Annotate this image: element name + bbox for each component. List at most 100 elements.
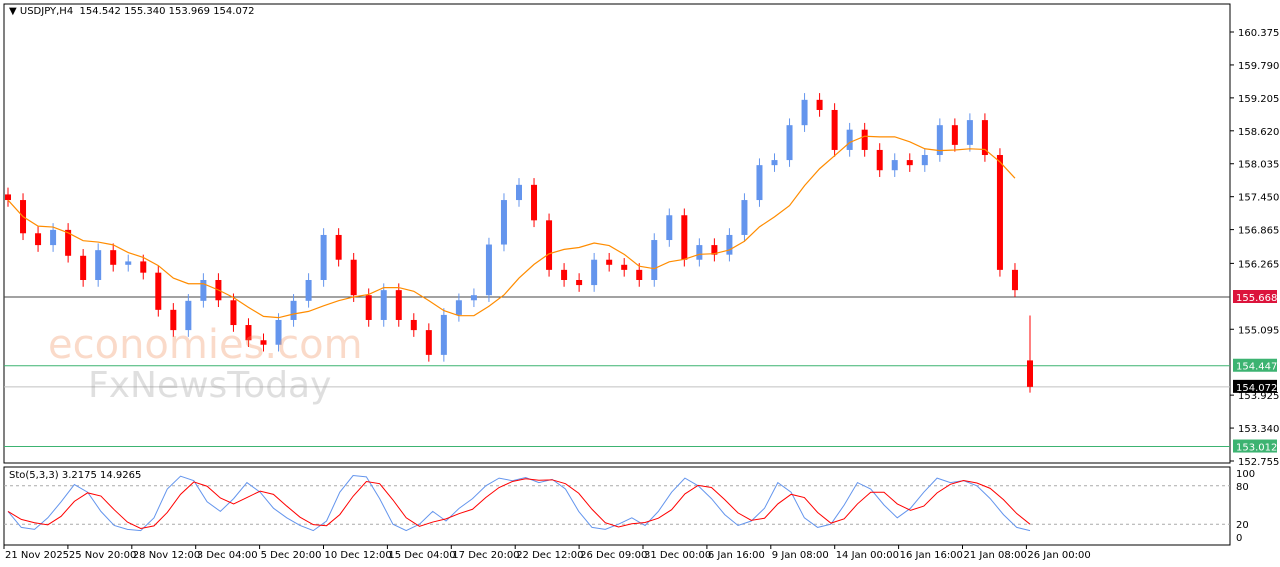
y-tick-label: 157.450 — [1238, 193, 1279, 204]
candle-body — [636, 269, 643, 280]
candle-body — [591, 259, 598, 286]
y-tick-label: 153.925 — [1238, 391, 1279, 402]
candle-body — [275, 319, 282, 345]
y-tick-label: 158.620 — [1238, 127, 1279, 138]
stochastic-d-line — [7, 478, 1031, 529]
symbol-label: USDJPY,H4 — [19, 6, 74, 17]
level-price-tag — [1233, 358, 1277, 372]
candle-body — [756, 165, 763, 201]
candle-body — [951, 125, 958, 145]
level-price-label: 153.012 — [1236, 443, 1277, 454]
candle-body — [741, 200, 748, 235]
candle-body — [861, 129, 868, 150]
candle-body — [966, 120, 973, 145]
candle-body — [155, 272, 162, 310]
x-tick-label: 9 Jan 08:00 — [772, 550, 829, 561]
price-pane-border — [3, 3, 1231, 464]
candle-body — [846, 129, 853, 150]
stochastic-tick-label: 0 — [1236, 533, 1242, 544]
x-tick-label: 22 Dec 12:00 — [516, 550, 583, 561]
symbol-header: ▼ USDJPY,H4 154.542 155.340 153.969 154.… — [9, 6, 255, 17]
candle-body — [606, 259, 613, 265]
candle-body — [425, 330, 432, 355]
candle-body — [651, 240, 658, 280]
candle-body — [50, 229, 57, 246]
candle-body — [290, 300, 297, 320]
candle-body — [531, 184, 538, 221]
x-tick-label: 6 Jan 16:00 — [708, 550, 765, 561]
candle-body — [305, 279, 312, 301]
candle-body — [516, 184, 522, 201]
low-value: 153.969 — [168, 6, 210, 17]
close-value: 154.072 — [213, 6, 255, 17]
candle-body — [80, 255, 87, 280]
candle-body — [801, 99, 808, 126]
candle-body — [561, 269, 568, 280]
level-price-tag — [1233, 379, 1277, 393]
y-tick-label: 152.755 — [1238, 457, 1279, 468]
candle-body — [185, 300, 192, 331]
stochastic-k-line — [7, 475, 1031, 532]
candle-body — [666, 215, 673, 241]
x-tick-label: 26 Jan 00:00 — [1027, 550, 1090, 561]
level-price-label: 155.668 — [1236, 293, 1277, 304]
candle-body — [876, 149, 883, 171]
candle-body — [230, 300, 237, 326]
x-tick-label: 5 Dec 20:00 — [261, 550, 322, 561]
x-tick-label: 26 Dec 09:00 — [580, 550, 647, 561]
candle-body — [95, 250, 102, 280]
x-tick-label: 25 Nov 20:00 — [69, 550, 136, 561]
stochastic-tick-label: 80 — [1236, 482, 1249, 493]
stochastic-d-value: 14.9265 — [100, 470, 142, 481]
candle-body — [996, 155, 1003, 270]
candle-body — [410, 319, 417, 331]
stochastic-label: Sto(5,3,3) 3.2175 14.9265 — [9, 470, 141, 481]
stochastic-k-value: 3.2175 — [61, 470, 97, 481]
candle-body — [395, 290, 402, 320]
candle-body — [786, 125, 793, 161]
x-tick-label: 3 Dec 04:00 — [197, 550, 258, 561]
y-tick-label: 155.095 — [1238, 325, 1279, 336]
candle-body — [921, 155, 928, 166]
level-price-label: 154.072 — [1236, 383, 1277, 394]
candle-body — [320, 234, 327, 280]
candle-body — [936, 125, 943, 156]
candle-body — [200, 279, 207, 301]
candle-body — [576, 279, 583, 286]
candle-body — [1011, 269, 1018, 291]
candle-body — [726, 234, 733, 255]
candle-body — [35, 233, 42, 246]
x-tick-label: 21 Jan 08:00 — [964, 550, 1027, 561]
candle-body — [906, 160, 913, 166]
x-tick-label: 16 Jan 16:00 — [900, 550, 963, 561]
candle-body — [696, 245, 703, 260]
candle-body — [831, 109, 838, 150]
candle-body — [110, 250, 117, 265]
candle-body — [380, 290, 387, 320]
candle-body — [125, 261, 132, 265]
open-value: 154.542 — [79, 6, 121, 17]
candle-body — [5, 194, 11, 201]
candle-body — [335, 234, 342, 260]
level-price-tag — [1233, 439, 1277, 453]
collapse-triangle-icon[interactable]: ▼ — [9, 6, 17, 17]
stochastic-title: Sto(5,3,3) — [9, 470, 59, 481]
y-tick-label: 159.790 — [1238, 61, 1279, 72]
candle-body — [485, 244, 492, 296]
y-tick-label: 160.375 — [1238, 28, 1279, 39]
candle-body — [816, 99, 823, 110]
candle-body — [455, 300, 462, 315]
candle-body — [65, 229, 72, 256]
candle-body — [500, 200, 507, 245]
candle-body — [621, 264, 628, 270]
candle-body — [470, 295, 477, 301]
candle-body — [1027, 360, 1033, 387]
y-tick-label: 158.035 — [1238, 160, 1279, 171]
x-tick-label: 10 Dec 12:00 — [325, 550, 392, 561]
candle-body — [546, 220, 553, 270]
level-price-label: 154.447 — [1236, 362, 1277, 373]
high-value: 155.340 — [124, 6, 166, 17]
x-tick-label: 31 Dec 00:00 — [644, 550, 711, 561]
